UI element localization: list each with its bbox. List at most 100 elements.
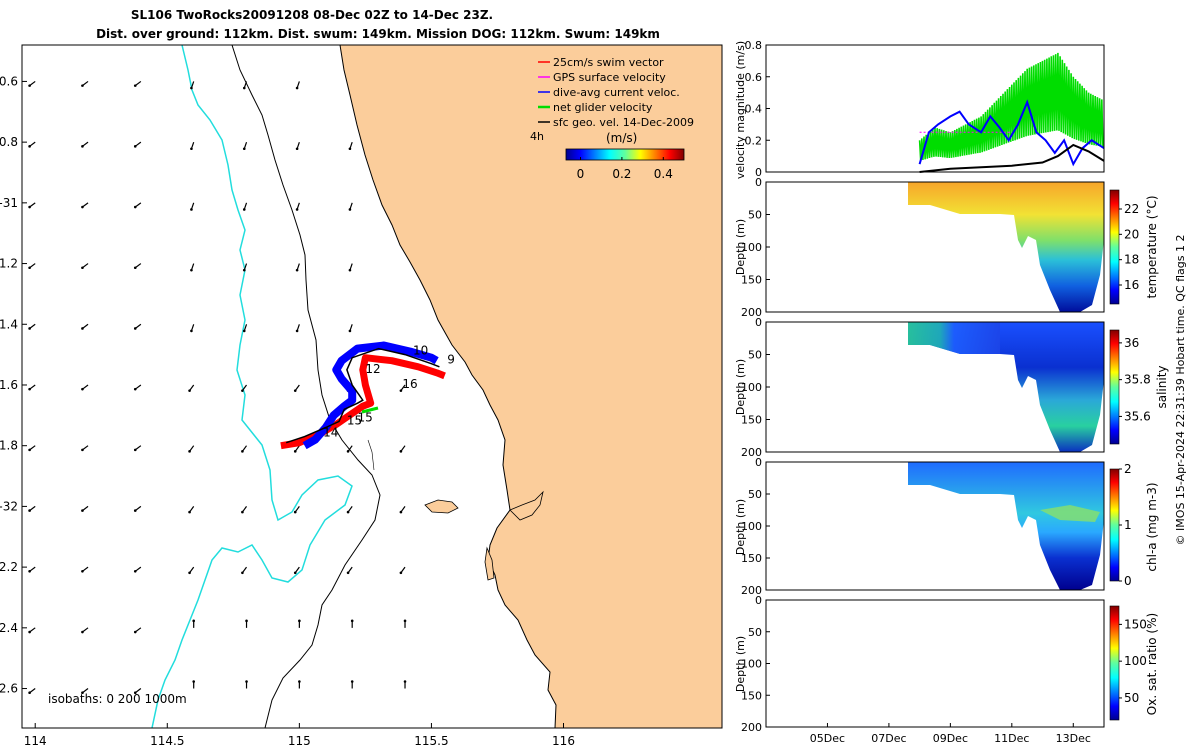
depth-tick-label: 50 <box>748 349 762 362</box>
geo-vector-head <box>350 680 354 683</box>
chl-a-maximum-layer <box>1040 505 1100 522</box>
salinity-colorbar-ticks: 36 35.8 35.6 <box>1119 336 1151 423</box>
speed-colorbar-ticks: 0 0.2 0.4 <box>577 157 673 181</box>
geo-vector-head <box>399 571 403 575</box>
oxygen-colorbar <box>1109 605 1120 721</box>
map-y-tick-label: 32.2 <box>0 560 18 574</box>
legend-geo: sfc geo. vel. 14-Dec-2009 <box>553 116 694 129</box>
geo-vector-head <box>28 509 31 512</box>
net-glider-velocity-mark <box>361 406 379 414</box>
geo-vector-head <box>28 691 31 695</box>
colorbar-tick-label: 100 <box>1124 654 1147 668</box>
geo-vector-head <box>242 268 246 272</box>
temperature-y-ticks: 0 50 100 150 200 <box>741 176 770 319</box>
geo-vector-head <box>399 450 403 453</box>
temperature-ylabel: Depth (m) <box>734 219 747 275</box>
chl-a-panel: 0 50 100 150 200 Depth (m) 2 1 0 chl-a (mg m-3… <box>734 456 1159 597</box>
geo-vector-head <box>293 510 297 514</box>
geo-vector-head <box>133 266 137 270</box>
geo-vector-head <box>190 268 193 272</box>
oxygen-colorbar-ticks: 150 100 50 <box>1119 617 1147 705</box>
geo-vector-head <box>81 570 84 573</box>
net-glider-velocity-line <box>918 52 1104 161</box>
day-label: 9 <box>447 353 455 367</box>
depth-tick-label: 150 <box>741 414 762 427</box>
chl-a-field <box>908 462 1104 590</box>
geo-velocity-line <box>919 143 1105 173</box>
geo-vector-head <box>133 327 137 330</box>
map-y-tick-label: 32.4 <box>0 621 18 635</box>
depth-tick-label: 100 <box>741 381 762 394</box>
time-tick-label: 11Dec <box>994 732 1029 745</box>
island <box>424 499 459 514</box>
geo-vector-head <box>348 208 352 211</box>
geo-vector-head <box>188 510 191 514</box>
geo-vector-head <box>28 84 31 87</box>
geo-vector-head <box>295 208 299 211</box>
oxygen-frame <box>765 599 1105 728</box>
isobath-1000 <box>151 45 353 728</box>
geo-vector-head <box>295 86 299 90</box>
geo-vector-head <box>245 619 248 623</box>
map-y-tick-label: 31.4 <box>0 317 18 331</box>
colorbar-tick-label: 150 <box>1124 617 1147 631</box>
geo-vector-head <box>242 208 246 211</box>
depth-tick-label: 150 <box>741 552 762 565</box>
geo-vector-head <box>133 448 137 452</box>
geo-vector-head <box>348 268 352 272</box>
map-y-tick-label: 31.2 <box>0 257 18 271</box>
map-frame <box>21 44 723 729</box>
depth-tick-label: 150 <box>741 274 762 287</box>
geo-vector-head <box>188 450 191 453</box>
day-label: 15 <box>357 410 372 424</box>
geo-vector-head <box>81 327 84 330</box>
depth-tick-label: 50 <box>748 488 762 501</box>
geo-vector-head <box>192 619 196 623</box>
geo-vector-head <box>81 205 84 209</box>
geo-vector-head <box>133 84 137 87</box>
legend-dive: dive-avg current veloc. <box>553 86 680 99</box>
geo-vector-head <box>81 266 84 270</box>
velocity-series <box>918 52 1105 173</box>
legend-gps: GPS surface velocity <box>553 71 666 84</box>
glider-track <box>285 347 440 444</box>
depth-tick-label: 0 <box>755 456 762 469</box>
geo-vector-head <box>295 329 299 333</box>
geo-vector-head <box>81 387 84 391</box>
geo-vector-head <box>188 571 191 575</box>
map-y-tick-label: -31 <box>0 196 18 210</box>
depth-tick-label: 0 <box>755 594 762 607</box>
geo-vector-head <box>403 680 407 683</box>
geo-vector-head <box>241 510 244 514</box>
isobath-0 <box>367 439 375 471</box>
temperature-colorbar <box>1109 189 1120 305</box>
geo-vector-head <box>188 389 191 392</box>
colorbar-tick-label: 0.2 <box>612 167 631 181</box>
estuary <box>509 490 544 521</box>
colorbar-tick-label: 35.8 <box>1124 373 1151 387</box>
geo-vector-head <box>403 619 407 623</box>
salinity-ylabel: Depth (m) <box>734 359 747 415</box>
temperature-colorbar-ticks: 22 20 18 16 <box>1119 202 1139 292</box>
temperature-panel: 0 50 100 150 200 Depth (m) 22 20 18 16 temperat… <box>734 176 1159 319</box>
chl-a-ylabel: Depth (m) <box>734 499 747 555</box>
colorbar-tick-label: 22 <box>1124 202 1139 216</box>
geo-vector-head <box>399 510 403 514</box>
salinity-colorbar <box>1109 329 1120 445</box>
geo-vector-head <box>241 450 244 453</box>
depth-tick-label: 0 <box>755 176 762 189</box>
geo-vector-head <box>241 571 244 575</box>
geo-vector-head <box>295 268 299 272</box>
day-label: 15 <box>347 413 362 427</box>
day-label: 14 <box>323 426 338 440</box>
geo-vector-head <box>28 387 31 391</box>
legend-swim: 25cm/s swim vector <box>553 56 664 69</box>
depth-tick-label: 200 <box>741 306 762 319</box>
map-x-tick-label: 114 <box>24 734 47 748</box>
day-label: 16 <box>402 377 417 391</box>
depth-tick-label: 0 <box>755 316 762 329</box>
map-legend: 25cm/s swim vector GPS surface velocity … <box>530 56 694 181</box>
geo-vector-head <box>346 571 350 575</box>
